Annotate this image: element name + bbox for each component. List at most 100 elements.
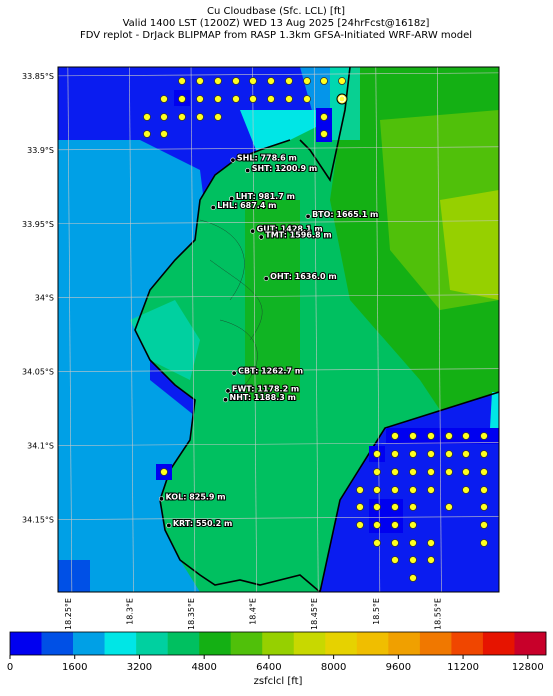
colorbar-tick-label: 3200 — [127, 662, 152, 673]
station-label: KRT: 550.2 m — [173, 519, 232, 528]
station-label: LHT: 981.7 m — [236, 192, 295, 201]
station-dot — [229, 196, 235, 202]
y-tick-label: 33.9°S — [27, 146, 54, 155]
station-dot — [263, 275, 269, 281]
marker — [409, 432, 417, 440]
station-label: TMT: 1596.8 m — [265, 231, 331, 240]
marker — [214, 95, 222, 103]
marker — [391, 556, 399, 564]
marker — [373, 450, 381, 458]
colorbar-bin — [136, 632, 168, 655]
marker — [232, 77, 240, 85]
marker — [178, 95, 186, 103]
marker — [409, 468, 417, 476]
grid-line — [252, 67, 257, 592]
colorbar-bin — [293, 632, 326, 655]
marker — [249, 95, 257, 103]
marker — [480, 432, 488, 440]
grid-line — [437, 67, 442, 592]
marker — [356, 503, 364, 511]
colorbar-bin — [41, 632, 74, 655]
marker — [356, 486, 364, 494]
colorbar-tick-label: 11200 — [447, 662, 479, 673]
x-tick-label: 18.3°E — [125, 598, 134, 625]
station-dot — [230, 157, 236, 163]
marker — [196, 77, 204, 85]
marker — [480, 539, 488, 547]
marker — [462, 450, 470, 458]
marker — [160, 130, 168, 138]
x-tick-label: 18.25°E — [64, 598, 73, 630]
x-tick-label: 18.5°E — [372, 598, 381, 625]
marker — [427, 450, 435, 458]
grid-line — [129, 67, 134, 592]
marker — [480, 468, 488, 476]
marker — [462, 468, 470, 476]
marker — [267, 77, 275, 85]
marker — [373, 521, 381, 529]
colorbar-bin — [482, 632, 515, 655]
marker — [143, 130, 151, 138]
marker — [480, 450, 488, 458]
marker — [338, 77, 346, 85]
marker — [214, 113, 222, 121]
colorbar-bin — [73, 632, 105, 655]
station-dot — [210, 204, 216, 210]
marker — [480, 486, 488, 494]
marker — [373, 486, 381, 494]
colorbar-bin — [356, 632, 389, 655]
station-dot — [158, 496, 164, 502]
y-tick-label: 33.85°S — [22, 72, 54, 81]
grid-line — [58, 72, 499, 77]
colorbar-bin — [262, 632, 295, 655]
title-line: Valid 1400 LST (1200Z) WED 13 Aug 2025 [… — [123, 18, 430, 29]
marker — [143, 113, 151, 121]
title-line: FDV replot - DrJack BLIPMAP from RASP 1.… — [80, 30, 472, 41]
colorbar-tick-label: 6400 — [256, 662, 281, 673]
station-label: BTO: 1665.1 m — [312, 210, 378, 219]
marker — [356, 521, 364, 529]
marker — [391, 521, 399, 529]
marker — [373, 468, 381, 476]
marker — [303, 77, 311, 85]
title-line: Cu Cloudbase (Sfc. LCL) [ft] — [207, 6, 345, 17]
x-tick-label: 18.35°E — [187, 598, 196, 630]
marker — [285, 77, 293, 85]
colorbar-tick-label: 8000 — [321, 662, 346, 673]
grid-line — [190, 67, 196, 592]
marker — [285, 95, 293, 103]
station-label: GUT: 1428.1 m — [257, 225, 323, 234]
grid-line — [313, 67, 319, 592]
y-tick-label: 34°S — [35, 294, 54, 303]
station-dot — [225, 388, 231, 394]
marker — [267, 95, 275, 103]
marker — [480, 503, 488, 511]
marker — [391, 450, 399, 458]
marker — [445, 503, 453, 511]
map-frame — [57, 66, 500, 593]
y-tick-label: 34.05°S — [22, 368, 54, 377]
marker — [373, 539, 381, 547]
marker — [462, 432, 470, 440]
marker — [409, 574, 417, 582]
marker — [249, 77, 257, 85]
colorbar-tick-label: 9600 — [386, 662, 411, 673]
markers — [143, 77, 488, 582]
grid — [58, 67, 499, 592]
marker — [427, 539, 435, 547]
marker — [160, 113, 168, 121]
marker — [427, 486, 435, 494]
marker — [427, 432, 435, 440]
station-dot — [166, 522, 172, 528]
colorbar-tick-label: 0 — [7, 662, 13, 673]
station-label: SHT: 1200.9 m — [252, 164, 317, 173]
colorbar-bin — [419, 632, 452, 655]
marker — [445, 432, 453, 440]
station-label: LHL: 687.4 m — [217, 201, 276, 210]
colorbar-frame — [9, 631, 547, 656]
station-dot — [231, 370, 237, 376]
marker — [320, 77, 328, 85]
marker — [409, 486, 417, 494]
marker — [178, 113, 186, 121]
